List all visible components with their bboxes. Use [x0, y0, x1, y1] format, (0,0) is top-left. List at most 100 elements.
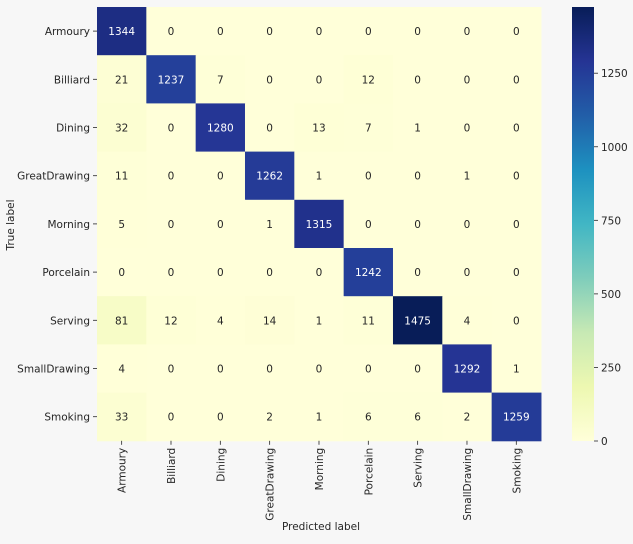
heatmap-cell — [195, 199, 246, 249]
heatmap-cell — [343, 344, 394, 394]
heatmap-cell — [392, 55, 443, 104]
cell-value: 1 — [464, 171, 471, 183]
cell-value: 7 — [365, 123, 372, 135]
colorbar-tick-label: 1250 — [601, 68, 628, 80]
cell-value: 0 — [316, 26, 323, 38]
cell-value: 0 — [217, 412, 224, 424]
cell-value: 0 — [168, 219, 175, 231]
y-tick-label: Serving — [50, 315, 90, 327]
heatmap-cell — [442, 199, 493, 249]
cell-value: 1259 — [503, 412, 530, 424]
heatmap-cell — [97, 55, 147, 104]
heatmap-cell — [491, 55, 542, 104]
heatmap-cell — [244, 7, 295, 56]
heatmap-cell — [195, 248, 246, 297]
heatmap-cell — [343, 151, 394, 201]
heatmap-cell — [442, 296, 493, 345]
cell-value: 1315 — [306, 219, 333, 231]
heatmap-cell — [97, 344, 147, 394]
cell-value: 5 — [118, 219, 125, 231]
y-tick-label: Morning — [47, 219, 90, 231]
x-tick-label: Morning — [314, 448, 326, 491]
cell-value: 0 — [464, 267, 471, 279]
heatmap-cell — [392, 151, 443, 201]
cell-value: 4 — [217, 315, 224, 327]
cell-value: 0 — [266, 267, 273, 279]
cell-value: 0 — [217, 219, 224, 231]
cell-value: 0 — [316, 364, 323, 376]
heatmap-cell — [146, 103, 197, 153]
heatmap-cell — [392, 344, 443, 394]
heatmap-cell — [392, 392, 443, 442]
cell-value: 0 — [316, 74, 323, 86]
cell-value: 0 — [414, 364, 421, 376]
cell-value: 0 — [118, 267, 125, 279]
cell-value: 33 — [115, 412, 128, 424]
heatmap-cell — [442, 55, 493, 104]
y-tick-label: Smoking — [44, 412, 90, 424]
cell-value: 0 — [168, 171, 175, 183]
cell-value: 32 — [115, 123, 128, 135]
cell-value: 1 — [316, 171, 323, 183]
heatmap-cell — [146, 55, 197, 104]
y-tick-label: Porcelain — [42, 267, 90, 279]
x-tick-label: Porcelain — [363, 448, 375, 496]
cell-value: 7 — [217, 74, 224, 86]
heatmap-cell — [491, 392, 542, 442]
cell-value: 0 — [217, 267, 224, 279]
heatmap-cell — [343, 296, 394, 345]
cell-value: 0 — [513, 171, 520, 183]
y-axis-label: True label — [5, 199, 17, 251]
cell-value: 0 — [365, 364, 372, 376]
heatmap-cell — [146, 248, 197, 297]
heatmap-cell — [294, 296, 345, 345]
cell-value: 0 — [464, 219, 471, 231]
x-tick-label: Billiard — [166, 448, 178, 484]
x-tick-label: Dining — [215, 448, 227, 482]
cell-value: 0 — [414, 219, 421, 231]
cell-value: 1280 — [207, 123, 234, 135]
heatmap-cell — [392, 296, 443, 345]
heatmap-cell — [97, 151, 147, 201]
cell-value: 0 — [414, 26, 421, 38]
cell-value: 1 — [316, 315, 323, 327]
cell-value: 1237 — [158, 74, 185, 86]
heatmap-cell — [343, 55, 394, 104]
cell-value: 11 — [115, 171, 128, 183]
heatmap-cell — [442, 248, 493, 297]
cell-value: 0 — [168, 267, 175, 279]
heatmap-cell — [491, 103, 542, 153]
colorbar-tick-label: 1000 — [601, 142, 628, 154]
cell-value: 0 — [414, 171, 421, 183]
heatmap-cell — [244, 248, 295, 297]
x-tick-labels: Armoury Billiard Dining GreatDrawing Morning… — [117, 440, 523, 521]
heatmap-cell — [244, 392, 295, 442]
cell-value: 4 — [464, 315, 471, 327]
colorbar-tick-label: 250 — [601, 362, 621, 374]
heatmap-cell — [491, 248, 542, 297]
cell-value: 0 — [513, 315, 520, 327]
cell-value: 2 — [266, 412, 273, 424]
cell-value: 0 — [513, 267, 520, 279]
heatmap-cell — [97, 103, 147, 153]
heatmap-cell — [491, 344, 542, 394]
heatmap-cell — [244, 55, 295, 104]
cell-value: 0 — [266, 364, 273, 376]
heatmap-cell — [392, 199, 443, 249]
cell-value: 0 — [168, 26, 175, 38]
cell-value: 1 — [414, 123, 421, 135]
cell-value: 0 — [464, 26, 471, 38]
y-tick-labels: Armoury Billiard Dining GreatDrawing Morning… — [17, 26, 97, 424]
heatmap-cell — [97, 392, 147, 442]
heatmap-cell — [244, 344, 295, 394]
heatmap-cell — [442, 103, 493, 153]
cell-value: 1 — [316, 412, 323, 424]
cell-value: 0 — [365, 171, 372, 183]
cell-value: 0 — [168, 412, 175, 424]
heatmap-cell — [442, 392, 493, 442]
heatmap-cell — [244, 103, 295, 153]
y-tick-label: Armoury — [45, 26, 90, 38]
heatmap-cell — [195, 296, 246, 345]
heatmap-cell — [244, 151, 295, 201]
